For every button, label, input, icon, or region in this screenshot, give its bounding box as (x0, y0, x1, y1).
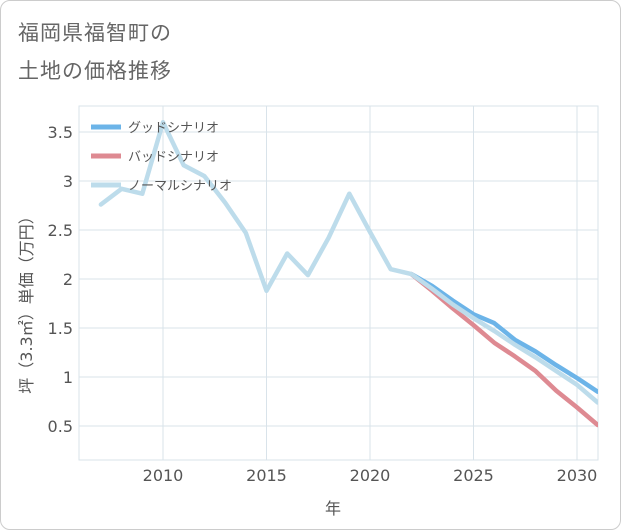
legend-label-bad: バッドシナリオ (128, 150, 219, 165)
y-tick-label: 1.5 (48, 319, 73, 338)
x-tick-label: 2015 (246, 466, 287, 485)
x-tick-label: 2025 (453, 466, 494, 485)
x-tick-label: 2020 (350, 466, 391, 485)
x-tick-label: 2030 (557, 466, 598, 485)
tick-labels: 0.5 1 1.5 2 2.5 3 3.5 2010 2015 2020 2025 2030 (48, 123, 598, 485)
y-tick-label: 3.5 (48, 123, 73, 142)
y-tick-label: 3 (63, 172, 73, 191)
legend: グッドシナリオ バッドシナリオ ノーマルシナリオ (91, 121, 232, 194)
y-tick-label: 1 (63, 368, 73, 387)
series-line-normal (98, 119, 598, 405)
x-tick-label: 2010 (143, 466, 184, 485)
plot-frame (78, 105, 599, 461)
y-tick-label: 2 (63, 270, 73, 289)
series-layer (98, 119, 598, 428)
chart-title-line-2: 土地の価格推移 (18, 59, 172, 83)
legend-label-good: グッドシナリオ (128, 121, 219, 136)
y-tick-label: 2.5 (48, 221, 73, 240)
chart-title-line-1: 福岡県福智町の (18, 21, 172, 45)
series-line-bad (409, 271, 598, 428)
y-tick-label: 0.5 (48, 417, 73, 436)
series-line-good (409, 271, 598, 394)
x-axis-label: 年 (325, 499, 341, 518)
y-axis-label: 坪（3.3㎡）単価（万円） (17, 208, 36, 393)
legend-label-normal: ノーマルシナリオ (128, 179, 232, 194)
